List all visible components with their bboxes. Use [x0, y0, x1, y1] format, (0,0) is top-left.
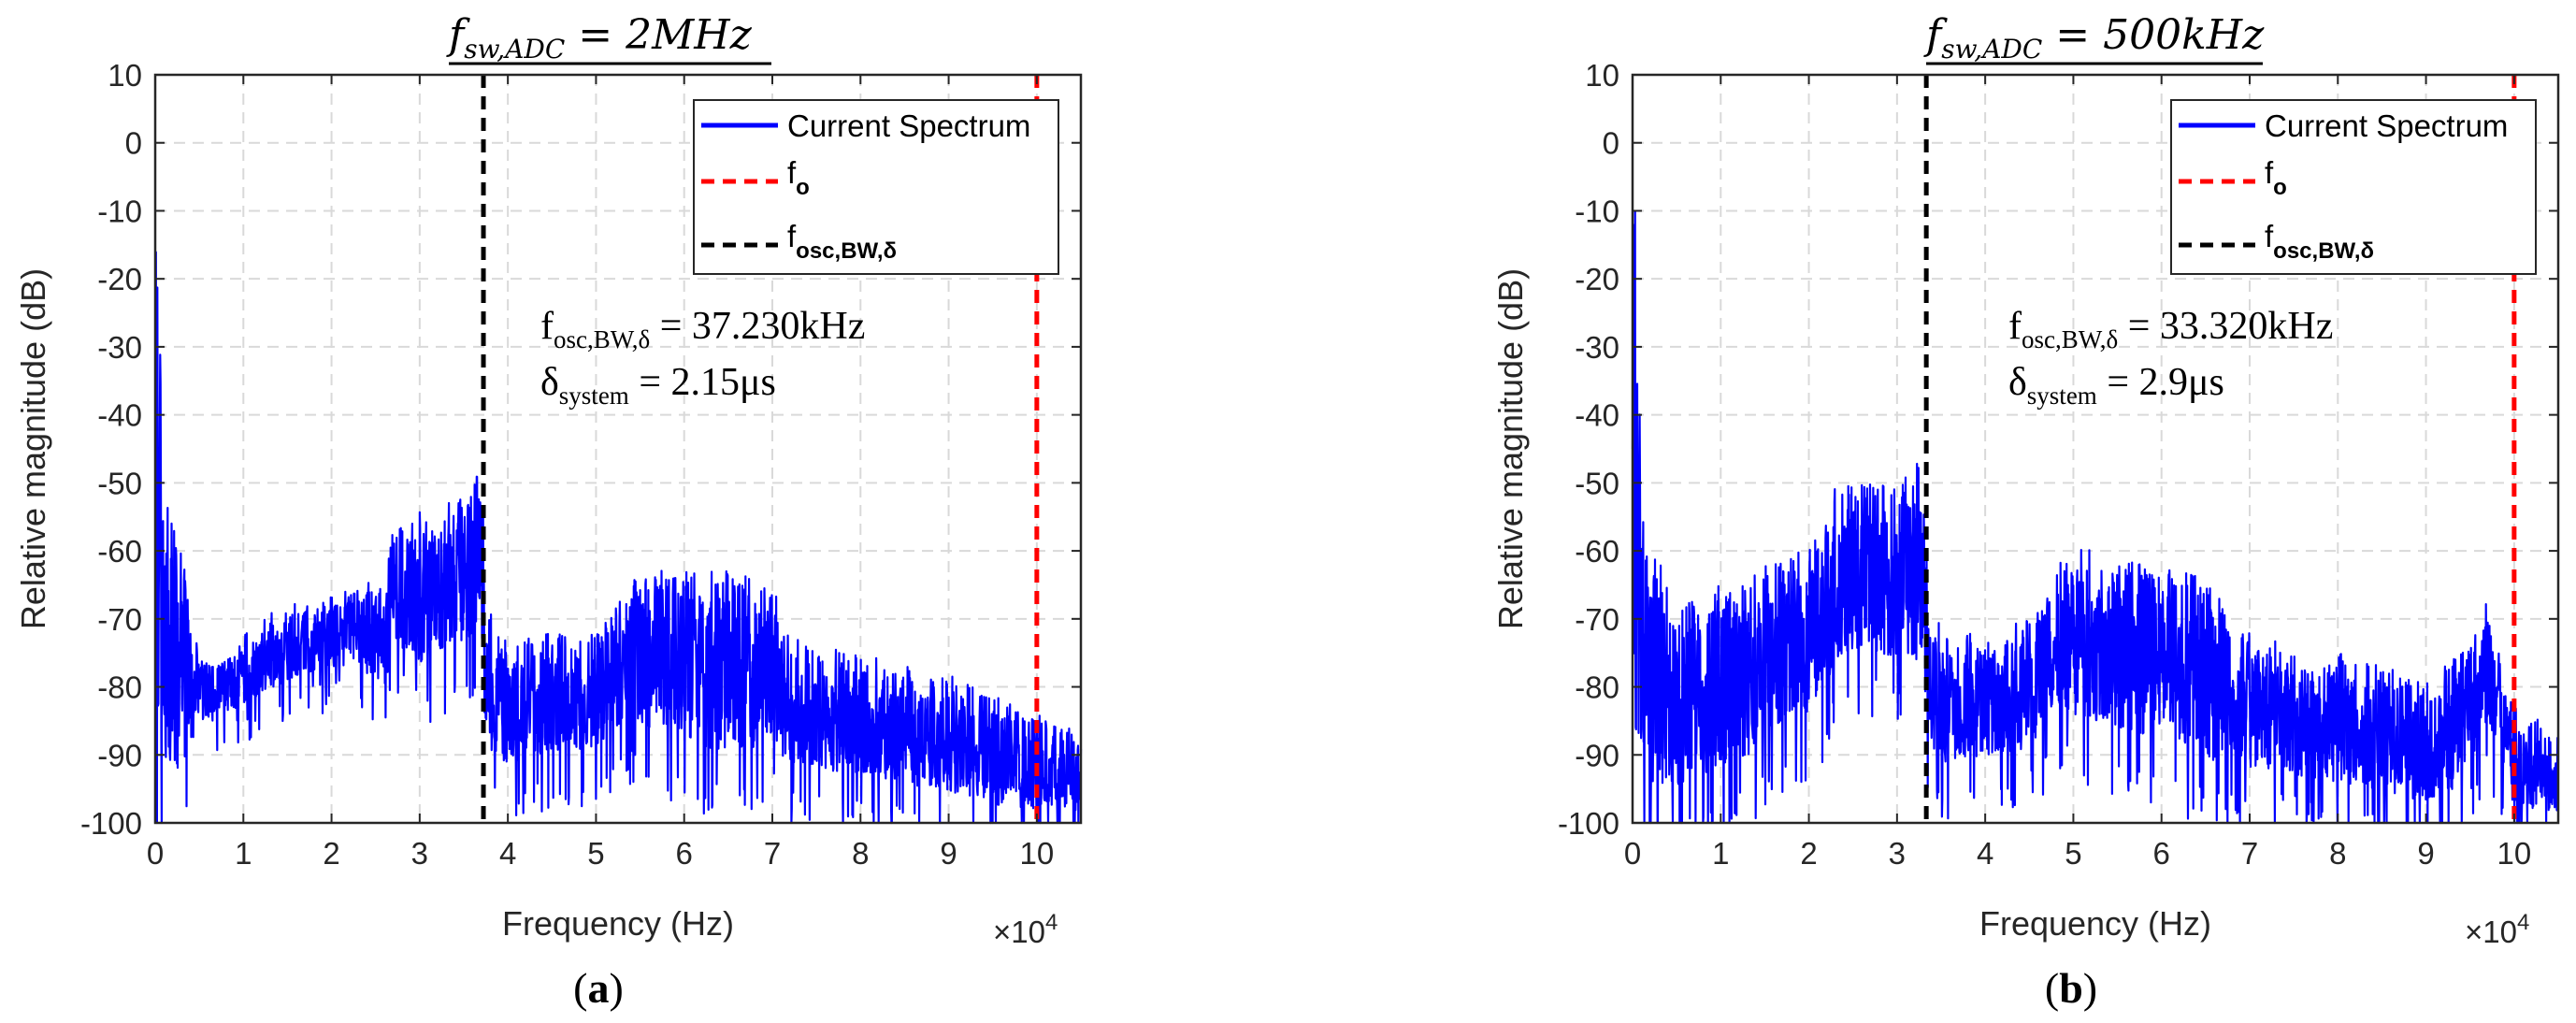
x-tick-label-6: 6 [2153, 836, 2170, 871]
x-tick-label-1: 1 [235, 836, 252, 871]
y-tick-label-10: -90 [1575, 738, 1619, 772]
spectrum-line [1631, 209, 2560, 825]
x-tick-label-3: 3 [411, 836, 428, 871]
panel-a-axes-box [153, 73, 1083, 825]
y-tick-label-0: 10 [108, 58, 142, 93]
x-tick-label-4: 4 [1977, 836, 1993, 871]
x-tick-label-8: 8 [852, 836, 869, 871]
panel-a-legend-label-fo: fo [787, 155, 810, 200]
y-tick-label-1: 0 [1603, 126, 1619, 161]
panel-a-y-axis-label: Relative magnitude (dB) [14, 268, 52, 629]
panel-a-x-exponent: ×104 [993, 910, 1058, 949]
panel-a-annotation-delta: δsystem = 2.15μs [540, 361, 776, 410]
panel-b-ticks: 0 1 2 3 4 5 6 7 8 9 10 10 0 -10 -20 -30 -40 -50 -60 -70 -80 -… [1558, 58, 2558, 871]
x-tick-label-8: 8 [2329, 836, 2346, 871]
y-tick-label-9: -80 [97, 670, 142, 705]
panel-b-y-axis-label: Relative magnitude (dB) [1491, 268, 1530, 629]
x-tick-label-10: 10 [1019, 836, 1054, 871]
panel-b-legend-label-spectrum: Current Spectrum [2265, 108, 2508, 143]
x-tick-label-9: 9 [940, 836, 957, 871]
x-tick-label-3: 3 [1889, 836, 1906, 871]
y-tick-label-1: 0 [125, 126, 142, 161]
panel-a-x-axis-label: Frequency (Hz) [502, 904, 734, 943]
x-tick-label-4: 4 [499, 836, 516, 871]
panel-b-annotation-delta: δsystem = 2.9μs [2008, 361, 2224, 410]
y-tick-label-2: -10 [1575, 194, 1619, 228]
x-tick-label-7: 7 [764, 836, 781, 871]
x-tick-label-7: 7 [2241, 836, 2258, 871]
panel-b-x-axis-label: Frequency (Hz) [1979, 904, 2211, 943]
panel-a-spectrum-series [153, 251, 1083, 825]
panel-b-legend: Current Spectrum fo fosc,BW,δ [2170, 99, 2537, 275]
panel-b-legend-label-fosc: fosc,BW,δ [2265, 219, 2374, 264]
panel-a-caption: (a) [573, 964, 624, 1012]
x-tick-label-0: 0 [147, 836, 164, 871]
x-tick-label-5: 5 [2065, 836, 2081, 871]
y-tick-label-3: -20 [97, 262, 142, 296]
y-tick-label-0: 10 [1585, 58, 1619, 93]
y-tick-label-9: -80 [1575, 670, 1619, 705]
panel-b-title: fsw,ADC = 500kHz [1923, 11, 2265, 65]
y-tick-label-5: -40 [1575, 398, 1619, 433]
y-tick-label-6: -50 [97, 466, 142, 500]
x-tick-label-9: 9 [2417, 836, 2434, 871]
x-tick-label-2: 2 [1800, 836, 1817, 871]
panel-b-spectrum-series [1631, 209, 2560, 825]
panel-a: 0 1 2 3 4 5 6 7 8 9 10 10 0 -10 -20 -30 -40 -50 -60 -70 -80 -… [14, 11, 1083, 1012]
x-tick-label-0: 0 [1624, 836, 1641, 871]
y-tick-label-2: -10 [97, 194, 142, 228]
x-tick-label-1: 1 [1712, 836, 1729, 871]
panel-b-vertical-markers [1923, 75, 2517, 823]
panel-a-legend: Current Spectrum fo fosc,BW,δ [693, 99, 1059, 275]
panel-a-vertical-markers [481, 75, 1040, 823]
y-tick-label-11: -100 [80, 806, 142, 841]
y-tick-label-8: -70 [1575, 602, 1619, 637]
x-tick-label-10: 10 [2497, 836, 2531, 871]
panel-a-ticks: 0 1 2 3 4 5 6 7 8 9 10 10 0 -10 -20 -30 -40 -50 -60 -70 -80 -… [80, 58, 1081, 871]
panel-b: 0 1 2 3 4 5 6 7 8 9 10 10 0 -10 -20 -30 -40 -50 -60 -70 -80 -… [1491, 11, 2560, 1012]
panel-a-annotation: fosc,BW,δ = 37.230kHz δsystem = 2.15μs [540, 305, 865, 410]
y-tick-label-7: -60 [97, 534, 142, 569]
y-tick-label-4: -30 [1575, 330, 1619, 365]
panel-a-annotation-fosc: fosc,BW,δ = 37.230kHz [540, 305, 865, 353]
y-tick-label-11: -100 [1558, 806, 1619, 841]
panel-b-x-exponent: ×104 [2465, 910, 2529, 949]
x-tick-label-2: 2 [323, 836, 339, 871]
y-tick-label-4: -30 [97, 330, 142, 365]
panel-b-caption: (b) [2045, 964, 2097, 1012]
panel-a-legend-label-spectrum: Current Spectrum [787, 108, 1030, 143]
y-tick-label-7: -60 [1575, 534, 1619, 569]
spectrum-line [153, 251, 1083, 825]
x-tick-label-5: 5 [587, 836, 604, 871]
panel-a-title: fsw,ADC = 2MHz [446, 11, 753, 65]
y-tick-label-6: -50 [1575, 466, 1619, 500]
x-tick-label-6: 6 [676, 836, 693, 871]
y-tick-label-5: -40 [97, 398, 142, 433]
y-tick-label-3: -20 [1575, 262, 1619, 296]
panel-a-legend-label-fosc: fosc,BW,δ [787, 219, 897, 264]
panel-b-annotation-fosc: fosc,BW,δ = 33.320kHz [2008, 305, 2333, 353]
y-tick-label-10: -90 [97, 738, 142, 772]
panel-b-legend-label-fo: fo [2265, 155, 2287, 200]
panel-b-axes-box [1631, 73, 2560, 825]
y-tick-label-8: -70 [97, 602, 142, 637]
panel-b-annotation: fosc,BW,δ = 33.320kHz δsystem = 2.9μs [2008, 305, 2333, 410]
